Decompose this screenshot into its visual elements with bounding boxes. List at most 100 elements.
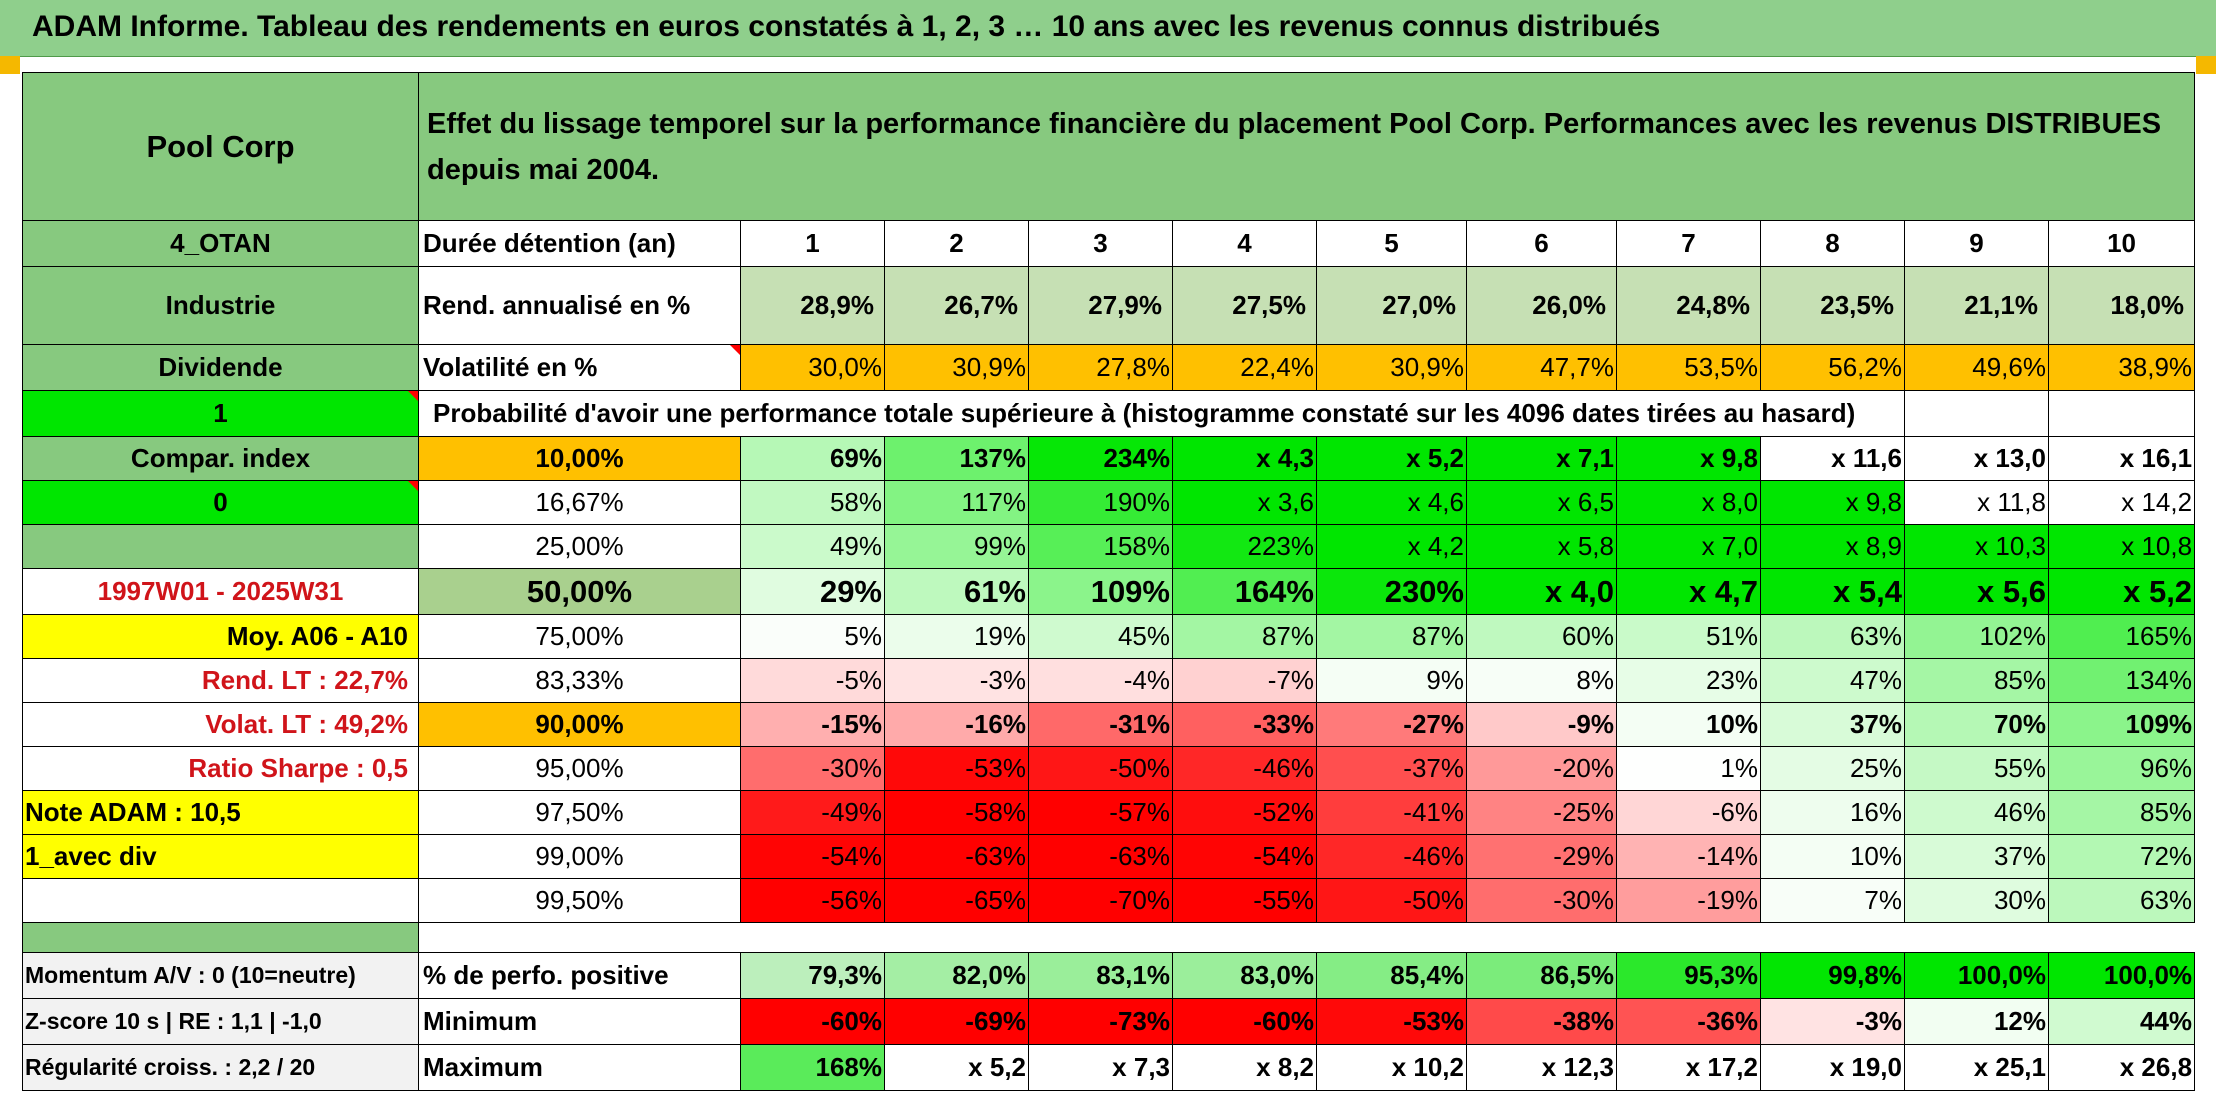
percentile-cell: 75,00% — [418, 614, 741, 659]
stat-value-cell: x 10,2 — [1316, 1044, 1467, 1091]
stat-value-cell: 83,1% — [1028, 952, 1173, 999]
rend-cell: 26,0% — [1466, 266, 1617, 345]
value-cell: -19% — [1616, 878, 1761, 923]
empty-cell — [1904, 390, 2049, 437]
value-cell: -20% — [1466, 746, 1617, 791]
value-cell: x 10,8 — [2047, 524, 2196, 569]
value-cell: x 5,2 — [2047, 568, 2196, 615]
stat-value-cell: 100,0% — [2047, 952, 2196, 999]
stats-row: Régularité croiss. : 2,2 / 20 Maximum 168%… — [22, 1044, 2196, 1091]
value-cell: 16% — [1760, 790, 1905, 835]
value-cell: 47% — [1760, 658, 1905, 703]
value-cell: 85% — [2047, 790, 2196, 835]
value-cell: 58% — [740, 480, 885, 525]
rend-cell: 27,9% — [1028, 266, 1173, 345]
stat-label: Maximum — [418, 1044, 741, 1091]
rend-lt-cell: Rend. LT : 22,7% — [22, 658, 419, 703]
vol-label: Volatilité en % — [418, 344, 741, 391]
year-header: 4 — [1172, 220, 1317, 267]
asset-name: Pool Corp — [22, 72, 419, 221]
performance-table: Pool Corp Effet du lissage temporel sur … — [22, 72, 2196, 1091]
title-bar: ADAM Informe. Tableau des rendements en … — [0, 0, 2216, 57]
value-cell: 234% — [1028, 436, 1173, 481]
avec-div-cell: 1_avec div — [22, 834, 419, 879]
stat-value-cell: 86,5% — [1466, 952, 1617, 999]
value-cell: 96% — [2047, 746, 2196, 791]
vol-cell: 38,9% — [2047, 344, 2196, 391]
stat-value-cell: x 12,3 — [1466, 1044, 1617, 1091]
value-cell: 9% — [1316, 658, 1467, 703]
value-cell: -57% — [1028, 790, 1173, 835]
value-cell: -3% — [884, 658, 1029, 703]
value-cell: -58% — [884, 790, 1029, 835]
value-cell: 230% — [1316, 568, 1467, 615]
value-cell: 190% — [1028, 480, 1173, 525]
value-cell: -50% — [1028, 746, 1173, 791]
report-title: ADAM Informe. Tableau des rendements en … — [32, 10, 1661, 43]
stat-value-cell: x 5,2 — [884, 1044, 1029, 1091]
value-cell: -54% — [740, 834, 885, 879]
percentile-cell: 90,00% — [418, 702, 741, 747]
value-cell: 19% — [884, 614, 1029, 659]
value-cell: -14% — [1616, 834, 1761, 879]
value-cell: 158% — [1028, 524, 1173, 569]
year-header: 8 — [1760, 220, 1905, 267]
period-cell: 1997W01 - 2025W31 — [22, 568, 419, 615]
proba-label: Probabilité d'avoir une performance tota… — [418, 390, 1905, 437]
corner-marker — [2196, 56, 2216, 74]
value-cell: 102% — [1904, 614, 2049, 659]
year-header: 1 — [740, 220, 885, 267]
percentile-cell: 25,00% — [418, 524, 741, 569]
value-cell: x 4,3 — [1172, 436, 1317, 481]
value-cell: -30% — [1466, 878, 1617, 923]
stats-row: Z-score 10 s | RE : 1,1 | -1,0 Minimum -60… — [22, 998, 2196, 1045]
type-cell: Dividende — [22, 344, 419, 391]
stat-value-cell: x 8,2 — [1172, 1044, 1317, 1091]
rend-label: Rend. annualisé en % — [418, 266, 741, 345]
value-cell: x 4,6 — [1316, 480, 1467, 525]
value-cell: x 8,0 — [1616, 480, 1761, 525]
value-cell: x 5,8 — [1466, 524, 1617, 569]
value-cell: 99% — [884, 524, 1029, 569]
value-cell: 37% — [1904, 834, 2049, 879]
stat-label: % de perfo. positive — [418, 952, 741, 999]
vol-cell: 30,0% — [740, 344, 885, 391]
stat-value-cell: 44% — [2047, 998, 2196, 1045]
percentile-cell: 16,67% — [418, 480, 741, 525]
value-cell: -52% — [1172, 790, 1317, 835]
table-row: 99,50% -56% -65% -70% -55% -50% -30% -19% 7% 30% 6… — [22, 878, 2196, 923]
value-cell: 63% — [2047, 878, 2196, 923]
value-cell: -4% — [1028, 658, 1173, 703]
value-cell: x 3,6 — [1172, 480, 1317, 525]
percentile-cell: 99,00% — [418, 834, 741, 879]
year-header: 3 — [1028, 220, 1173, 267]
stat-value-cell: 79,3% — [740, 952, 885, 999]
rend-cell: 21,1% — [1904, 266, 2049, 345]
vol-cell: 30,9% — [1316, 344, 1467, 391]
value-cell: x 5,2 — [1316, 436, 1467, 481]
value-cell: 61% — [884, 568, 1029, 615]
stat-label: Minimum — [418, 998, 741, 1045]
year-header: 2 — [884, 220, 1029, 267]
value-cell: -46% — [1172, 746, 1317, 791]
vol-cell: 53,5% — [1616, 344, 1761, 391]
value-cell: -6% — [1616, 790, 1761, 835]
value-cell: -37% — [1316, 746, 1467, 791]
table-row: Moy. A06 - A10 75,00% 5% 19% 45% 87% 87% 60% 51%… — [22, 614, 2196, 659]
value-cell: x 10,3 — [1904, 524, 2049, 569]
value-cell: x 11,6 — [1760, 436, 1905, 481]
value-cell: x 13,0 — [1904, 436, 2049, 481]
vol-cell: 22,4% — [1172, 344, 1317, 391]
stat-value-cell: 83,0% — [1172, 952, 1317, 999]
value-cell: -65% — [884, 878, 1029, 923]
stat-value-cell: -73% — [1028, 998, 1173, 1045]
value-cell: 10% — [1760, 834, 1905, 879]
value-cell: 134% — [2047, 658, 2196, 703]
zscore-cell: Z-score 10 s | RE : 1,1 | -1,0 — [22, 998, 419, 1045]
value-cell: 5% — [740, 614, 885, 659]
value-cell: -29% — [1466, 834, 1617, 879]
value-cell: 7% — [1760, 878, 1905, 923]
value-cell: -27% — [1316, 702, 1467, 747]
value-cell: -15% — [740, 702, 885, 747]
percentile-cell: 97,50% — [418, 790, 741, 835]
